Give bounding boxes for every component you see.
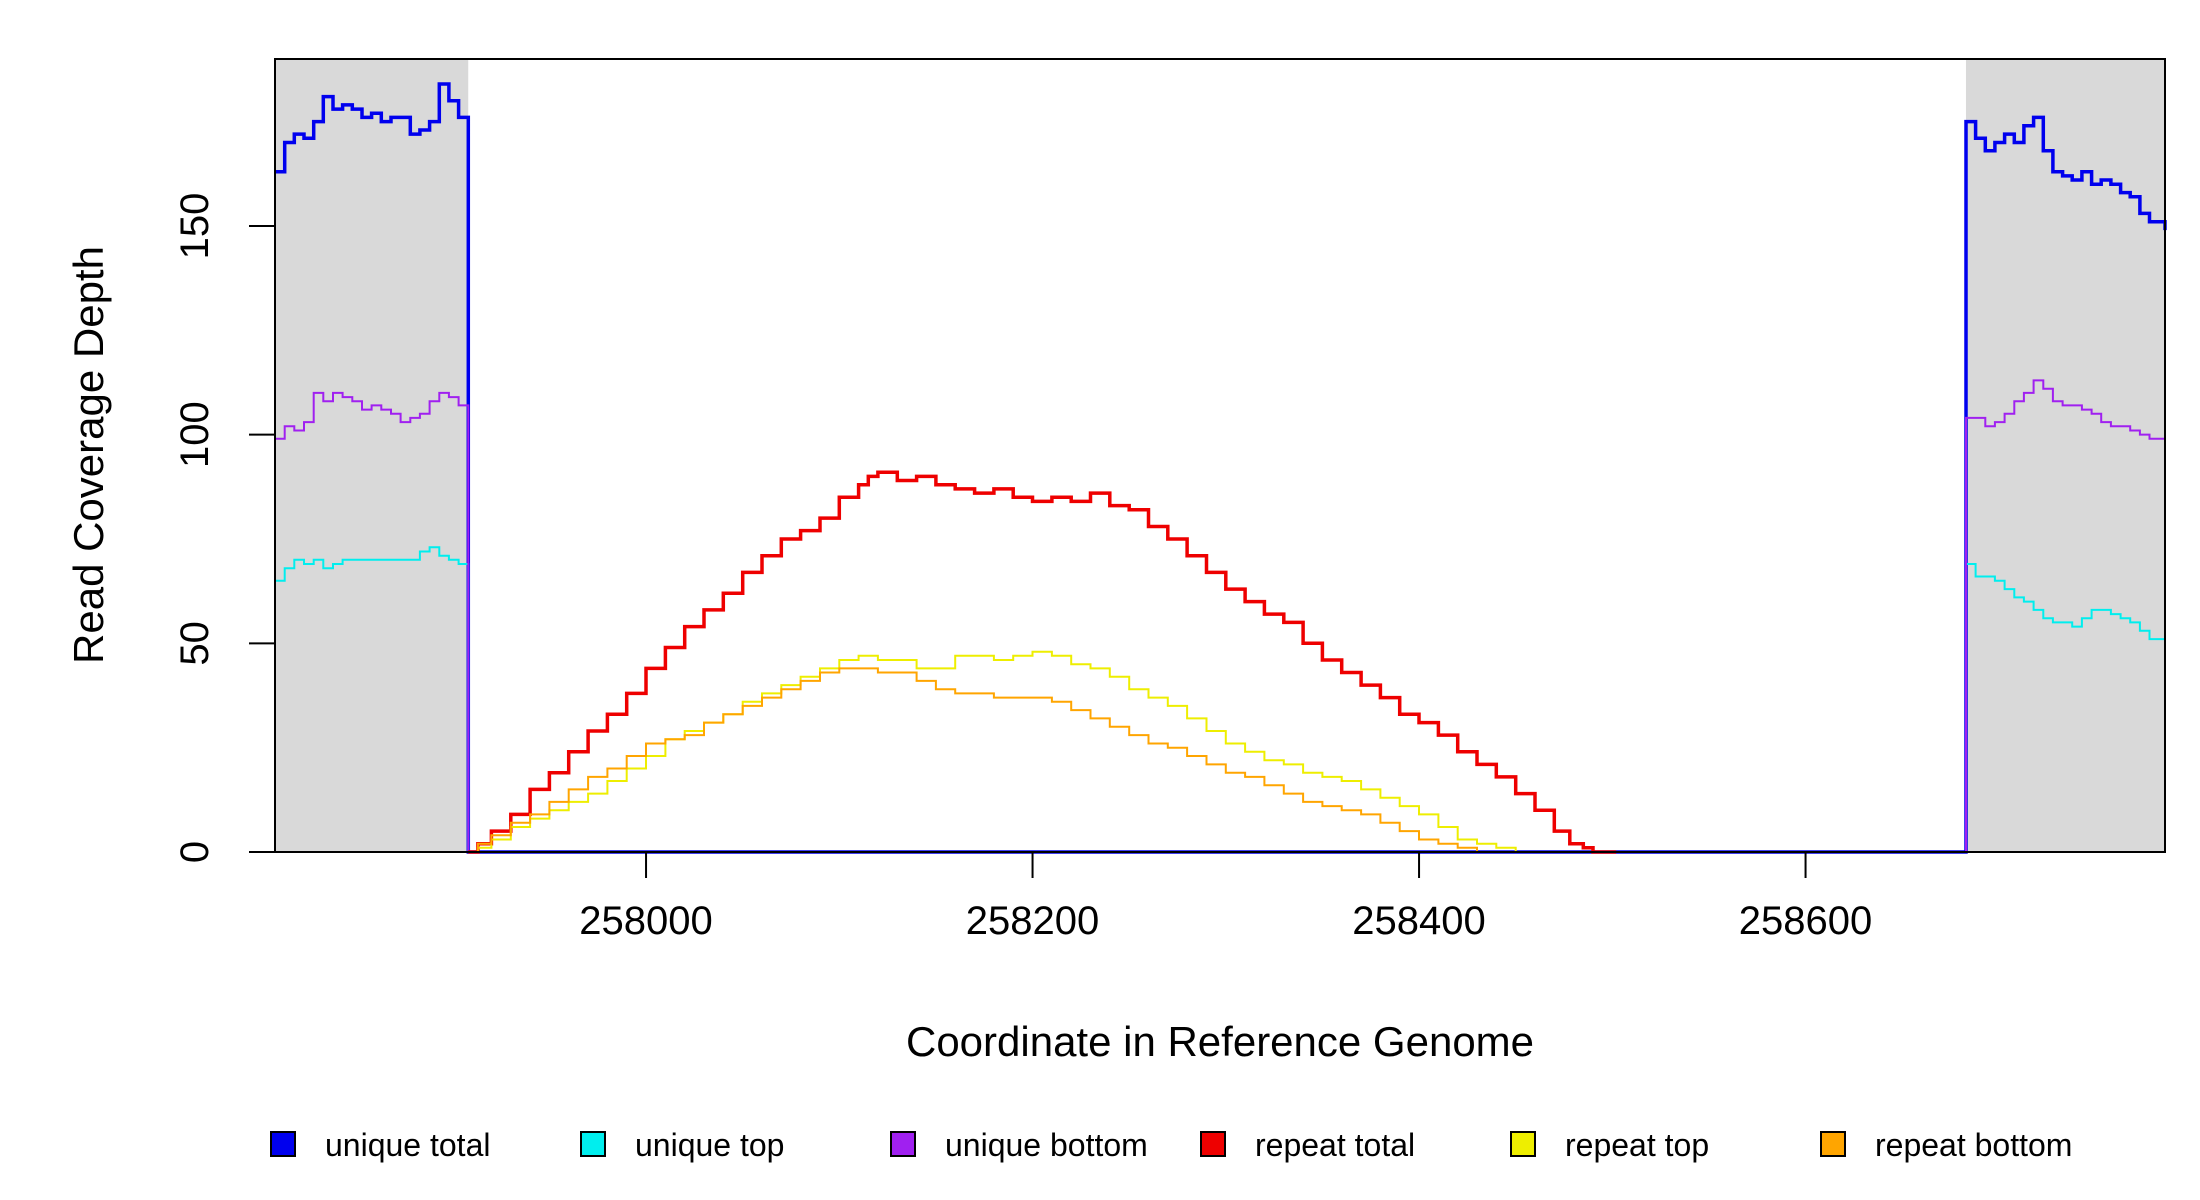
legend-label-unique-bottom: unique bottom (945, 1127, 1148, 1163)
shaded-regions (275, 59, 2165, 852)
legend-label-unique-top: unique top (635, 1127, 784, 1163)
series-lines (275, 82, 2167, 854)
series-line-repeat-top (468, 650, 1617, 853)
x-axis-title: Coordinate in Reference Genome (906, 1018, 1534, 1065)
series-line-unique-top (275, 546, 2166, 853)
y-tick-label: 150 (173, 193, 217, 260)
x-tick-label: 258400 (1352, 899, 1485, 943)
legend-label-unique-total: unique total (325, 1127, 490, 1163)
x-tick-label: 258600 (1739, 899, 1872, 943)
shaded-region-0 (275, 59, 469, 852)
plot-frame (274, 58, 2166, 853)
legend-swatch-unique-bottom (890, 1131, 916, 1157)
y-tick-label: 50 (173, 621, 217, 666)
y-tick-label: 100 (173, 401, 217, 468)
series-line-unique-bottom (275, 379, 2166, 853)
legend-label-repeat-total: repeat total (1255, 1127, 1415, 1163)
legend-swatch-repeat-total (1200, 1131, 1226, 1157)
legend-label-repeat-bottom: repeat bottom (1875, 1127, 2072, 1163)
y-tick-label: 0 (173, 841, 217, 863)
shaded-region-1 (1965, 59, 2165, 852)
series-line-repeat-bottom (468, 667, 1617, 853)
legend-swatch-repeat-bottom (1820, 1131, 1846, 1157)
y-axis-title: Read Coverage Depth (65, 246, 112, 664)
series-line-repeat-total (468, 470, 1617, 854)
x-tick-label: 258200 (966, 899, 1099, 943)
axes: 258000 258200 258400 258600 0 50 100 150 (173, 193, 1872, 943)
legend-swatch-unique-top (580, 1131, 606, 1157)
legend-swatch-unique-total (270, 1131, 296, 1157)
legend-label-repeat-top: repeat top (1565, 1127, 1709, 1163)
legend-swatch-repeat-top (1510, 1131, 1536, 1157)
legend: unique total unique top unique bottom repea… (270, 1127, 2072, 1163)
x-tick-label: 258000 (579, 899, 712, 943)
series-line-unique-total (275, 82, 2167, 854)
